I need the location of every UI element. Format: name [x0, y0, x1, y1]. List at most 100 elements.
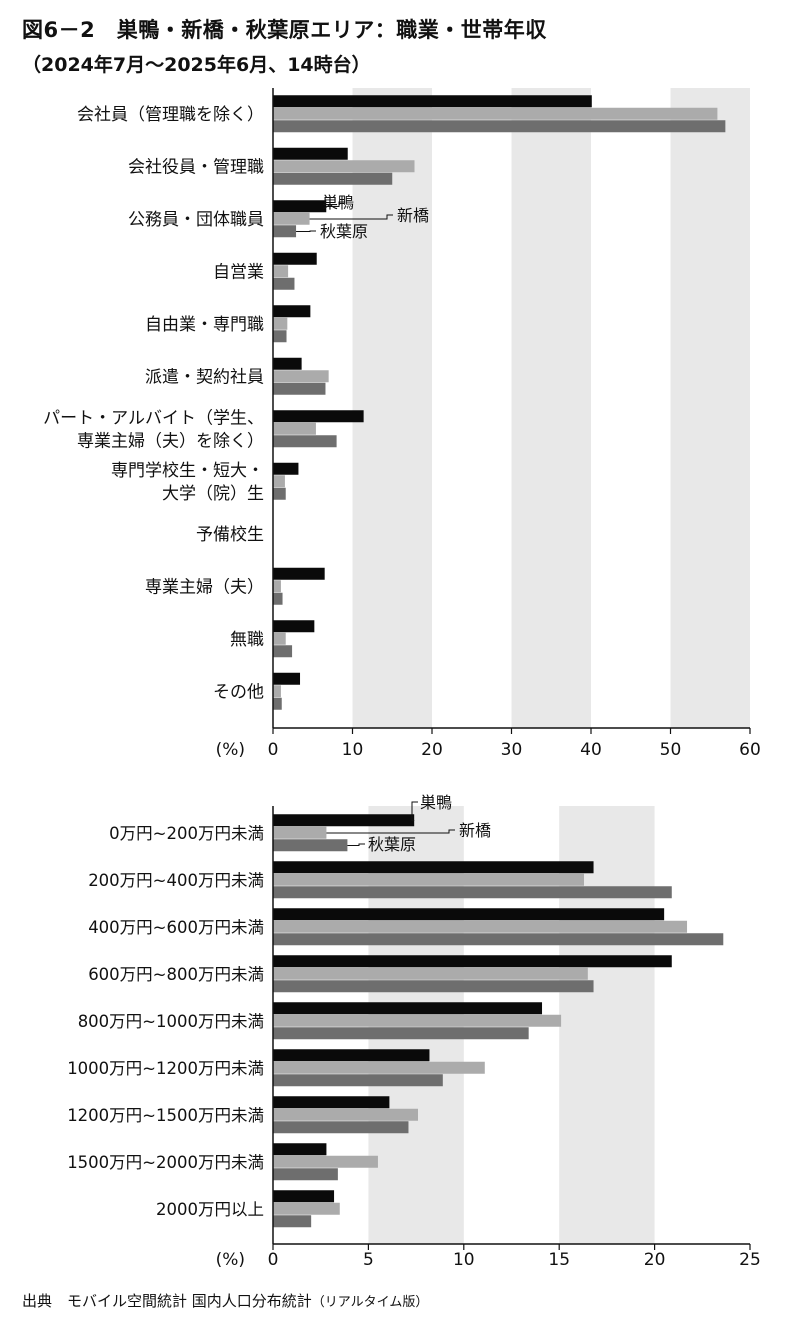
bar-秋葉原: [273, 886, 672, 899]
bar-巣鴨: [273, 305, 311, 318]
category-label: 0万円~200万円未満: [109, 824, 264, 843]
category-label: 自由業・専門職: [145, 315, 264, 335]
bar-秋葉原: [273, 277, 295, 290]
category-label: 会社員（管理職を除く）: [77, 105, 264, 125]
x-tick-label: 20: [644, 1250, 666, 1270]
category-label: 専門学校生・短大・: [111, 461, 264, 481]
category-label: 専業主婦（夫）: [145, 578, 264, 598]
bar-巣鴨: [273, 1049, 430, 1062]
category-label: 400万円~600万円未満: [88, 918, 264, 937]
legend-leader-line: [309, 214, 393, 220]
bar-秋葉原: [273, 382, 326, 395]
category-label: パート・アルバイト（学生、: [43, 409, 264, 429]
bar-秋葉原: [273, 697, 282, 710]
bar-新橋: [273, 265, 289, 278]
source-label: 出典 モバイル空間統計 国内人口分布統計: [22, 1292, 312, 1310]
bar-巣鴨: [273, 1002, 543, 1015]
legend-leader-line: [326, 201, 345, 207]
legend-label-新橋: 新橋: [397, 206, 429, 225]
bar-新橋: [273, 107, 718, 120]
source-paren: （リアルタイム版）: [311, 1295, 429, 1310]
legend-label-巣鴨: 巣鴨: [322, 193, 354, 212]
occupation-chart: 会社員（管理職を除く） 会社役員・管理職公務員・団体職員自営業自由業・専門職派遣・…: [43, 88, 761, 760]
category-label: 予備校生: [196, 525, 264, 545]
bar-秋葉原: [273, 1168, 338, 1181]
bar-秋葉原: [273, 980, 594, 993]
bar-秋葉原: [273, 225, 297, 238]
legend-label-秋葉原: 秋葉原: [368, 835, 416, 854]
bar-秋葉原: [273, 839, 348, 852]
bar-新橋: [273, 370, 329, 383]
bar-秋葉原: [273, 172, 393, 185]
bar-秋葉原: [273, 1027, 529, 1040]
legend-leader-line: [347, 843, 365, 846]
category-label: 2000万円以上: [156, 1200, 264, 1219]
category-label: 無職: [230, 630, 264, 650]
bar-新橋: [273, 212, 310, 225]
bar-巣鴨: [273, 252, 317, 265]
category-label: 1200万円~1500万円未満: [67, 1106, 264, 1125]
bar-新橋: [273, 475, 285, 488]
bar-新橋: [273, 1202, 340, 1215]
x-tick-label: 10: [342, 740, 364, 760]
category-label: その他: [213, 683, 264, 703]
bar-巣鴨: [273, 567, 325, 580]
chart-subtitle: （2024年7月～2025年6月、14時台）: [22, 54, 371, 76]
bar-巣鴨: [273, 955, 672, 968]
bar-新橋: [273, 1155, 378, 1168]
legend-leader-line: [411, 801, 418, 821]
unit-label: (%): [216, 740, 245, 760]
bar-巣鴨: [273, 620, 315, 633]
category-label: 派遣・契約社員: [145, 368, 264, 388]
bar-秋葉原: [273, 120, 726, 133]
x-tick-label: 25: [739, 1250, 761, 1270]
category-label: 自営業: [213, 263, 264, 283]
x-tick-label: 60: [739, 740, 761, 760]
category-label: 1000万円~1200万円未満: [67, 1059, 264, 1078]
x-tick-label: 20: [421, 740, 443, 760]
bar-新橋: [273, 632, 286, 645]
grid-band: [670, 88, 750, 728]
bar-秋葉原: [273, 592, 283, 605]
category-label: 公務員・団体職員: [128, 210, 264, 230]
bar-巣鴨: [273, 861, 594, 874]
bar-新橋: [273, 1061, 485, 1074]
bar-新橋: [273, 1014, 562, 1027]
bar-巣鴨: [273, 672, 301, 685]
bar-巣鴨: [273, 357, 302, 370]
bar-秋葉原: [273, 1074, 443, 1087]
bar-新橋: [273, 422, 316, 435]
legend-leader-line: [296, 230, 316, 232]
bar-新橋: [273, 1108, 419, 1121]
bar-新橋: [273, 920, 688, 933]
bar-新橋: [273, 873, 585, 886]
bar-秋葉原: [273, 435, 337, 448]
x-tick-label: 40: [580, 740, 602, 760]
category-label: 専業主婦（夫）を除く）: [77, 432, 264, 452]
x-tick-label: 50: [660, 740, 682, 760]
category-label: 800万円~1000万円未満: [78, 1012, 264, 1031]
bar-巣鴨: [273, 1143, 327, 1156]
bar-秋葉原: [273, 1215, 312, 1228]
legend-label-巣鴨: 巣鴨: [420, 793, 452, 812]
chart-title: 図6－2 巣鴨・新橋・秋葉原エリア：職業・世帯年収: [22, 18, 547, 42]
legend-label-秋葉原: 秋葉原: [320, 222, 368, 241]
bar-巣鴨: [273, 908, 665, 921]
bar-巣鴨: [273, 814, 415, 827]
bar-巣鴨: [273, 462, 299, 475]
bar-新橋: [273, 967, 588, 980]
category-label: 600万円~800万円未満: [88, 965, 264, 984]
x-tick-label: 0: [268, 1250, 279, 1270]
x-tick-label: 15: [548, 1250, 570, 1270]
bar-秋葉原: [273, 1121, 409, 1134]
bar-巣鴨: [273, 1096, 390, 1109]
bar-新橋: [273, 826, 327, 839]
legend-leader-line: [326, 829, 455, 834]
bar-秋葉原: [273, 487, 286, 500]
bar-巣鴨: [273, 147, 348, 160]
x-tick-label: 0: [268, 740, 279, 760]
unit-label: (%): [216, 1250, 245, 1270]
bar-秋葉原: [273, 645, 293, 658]
bar-新橋: [273, 317, 288, 330]
x-tick-label: 10: [453, 1250, 475, 1270]
